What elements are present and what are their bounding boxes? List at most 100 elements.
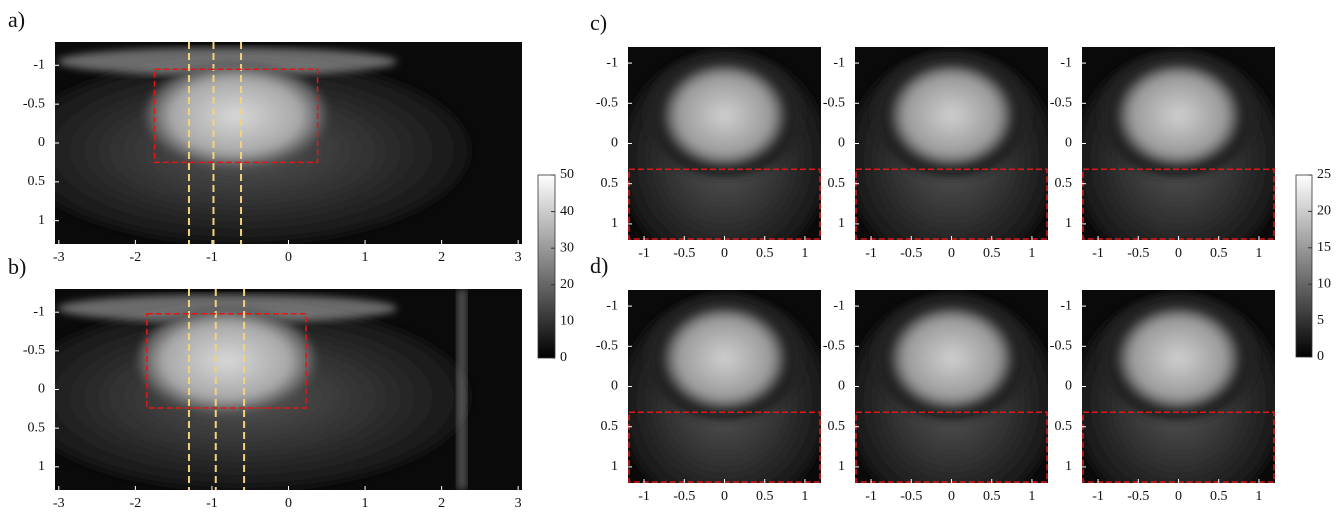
panel-label: d) bbox=[590, 253, 608, 278]
x-tick-label: 0 bbox=[1175, 489, 1182, 504]
x-tick-label: -0.5 bbox=[673, 246, 695, 261]
x-tick-label: 1 bbox=[801, 489, 808, 504]
y-tick-label: -0.5 bbox=[1050, 96, 1072, 111]
y-tick-label: 0 bbox=[611, 379, 618, 394]
mri-image bbox=[628, 290, 821, 483]
x-tick-label: 0.5 bbox=[1210, 489, 1228, 504]
skull-top bbox=[57, 47, 398, 76]
y-tick-label: 0.5 bbox=[1055, 419, 1073, 434]
x-tick-label: 0 bbox=[285, 496, 292, 511]
x-tick-label: 0 bbox=[721, 489, 728, 504]
x-tick-label: -1 bbox=[1092, 246, 1104, 261]
brain bbox=[144, 63, 328, 169]
x-tick-label: -1 bbox=[865, 246, 877, 261]
x-tick-label: 0.5 bbox=[756, 489, 774, 504]
colorbar-tick-label: 0 bbox=[1317, 349, 1324, 364]
x-tick-label: 0 bbox=[285, 250, 292, 265]
y-tick-label: -1 bbox=[1060, 298, 1072, 313]
x-tick-label: 0 bbox=[721, 246, 728, 261]
brain bbox=[662, 306, 787, 411]
mri-image bbox=[855, 290, 1048, 483]
colorbar-tick-label: 30 bbox=[560, 240, 574, 255]
y-tick-label: -0.5 bbox=[23, 343, 45, 358]
y-tick-label: -1 bbox=[33, 58, 45, 73]
x-tick-label: 1 bbox=[1255, 489, 1262, 504]
y-tick-label: 1 bbox=[1065, 459, 1072, 474]
x-tick-label: -1 bbox=[638, 489, 650, 504]
y-tick-label: 0 bbox=[38, 135, 45, 150]
x-tick-label: -3 bbox=[53, 250, 65, 265]
mri-image bbox=[55, 42, 522, 244]
brain bbox=[1116, 63, 1241, 168]
y-tick-label: -0.5 bbox=[823, 339, 845, 354]
y-tick-label: 1 bbox=[38, 213, 45, 228]
panel-label: b) bbox=[8, 254, 26, 279]
x-tick-label: 1 bbox=[1255, 246, 1262, 261]
y-tick-label: -1 bbox=[33, 304, 45, 319]
y-tick-label: 0.5 bbox=[1055, 176, 1073, 191]
colorbar-tick-label: 0 bbox=[560, 350, 567, 365]
x-tick-label: 1 bbox=[1028, 489, 1035, 504]
mri-image bbox=[1082, 290, 1275, 483]
y-tick-label: 0 bbox=[38, 382, 45, 397]
mri-image bbox=[855, 47, 1048, 240]
y-tick-label: 0 bbox=[1065, 379, 1072, 394]
artifact bbox=[456, 289, 467, 490]
y-tick-label: -0.5 bbox=[23, 96, 45, 111]
x-tick-label: -1 bbox=[638, 246, 650, 261]
roi bbox=[153, 68, 319, 164]
y-tick-label: 1 bbox=[611, 459, 618, 474]
x-tick-label: 0.5 bbox=[1210, 246, 1228, 261]
colorbar-tick-label: 20 bbox=[1317, 204, 1331, 219]
colorbar-tick-label: 5 bbox=[1317, 313, 1324, 328]
y-tick-label: 1 bbox=[838, 459, 845, 474]
y-tick-label: -1 bbox=[606, 298, 618, 313]
y-tick-label: 0 bbox=[611, 136, 618, 151]
x-tick-label: 0 bbox=[948, 246, 955, 261]
colorbar-tick-label: 20 bbox=[560, 277, 574, 292]
y-tick-label: 0 bbox=[838, 136, 845, 151]
x-tick-label: -0.5 bbox=[900, 246, 922, 261]
x-tick-label: -0.5 bbox=[673, 489, 695, 504]
x-tick-label: 0.5 bbox=[983, 489, 1001, 504]
y-tick-label: 0 bbox=[838, 379, 845, 394]
y-tick-label: 0.5 bbox=[28, 420, 46, 435]
colorbar-tick-label: 10 bbox=[1317, 276, 1331, 291]
x-tick-label: -2 bbox=[130, 496, 142, 511]
x-tick-label: -2 bbox=[130, 250, 142, 265]
colorbar-tick-label: 15 bbox=[1317, 240, 1331, 255]
x-tick-label: 1 bbox=[362, 496, 369, 511]
y-tick-label: 0.5 bbox=[601, 176, 619, 191]
brain bbox=[136, 307, 317, 415]
y-tick-label: -0.5 bbox=[596, 96, 618, 111]
colorbar bbox=[1295, 174, 1313, 358]
x-tick-label: 1 bbox=[362, 250, 369, 265]
panel-label: c) bbox=[590, 10, 607, 35]
x-tick-label: 0.5 bbox=[983, 246, 1001, 261]
colorbar-tick-label: 25 bbox=[1317, 167, 1331, 182]
x-tick-label: -1 bbox=[865, 489, 877, 504]
mri-image bbox=[628, 47, 821, 240]
x-tick-label: 3 bbox=[515, 250, 522, 265]
panel-label: a) bbox=[8, 7, 25, 32]
x-tick-label: 1 bbox=[801, 246, 808, 261]
x-tick-label: -0.5 bbox=[900, 489, 922, 504]
y-tick-label: 1 bbox=[611, 216, 618, 231]
y-tick-label: -1 bbox=[833, 298, 845, 313]
x-tick-label: 0.5 bbox=[756, 246, 774, 261]
y-tick-label: 1 bbox=[38, 459, 45, 474]
x-tick-label: 0 bbox=[948, 489, 955, 504]
x-tick-label: 0 bbox=[1175, 246, 1182, 261]
x-tick-label: -1 bbox=[206, 496, 218, 511]
roi bbox=[146, 312, 307, 409]
x-tick-label: -1 bbox=[1092, 489, 1104, 504]
y-tick-label: 0 bbox=[1065, 136, 1072, 151]
x-tick-label: 2 bbox=[438, 496, 445, 511]
y-tick-label: 0.5 bbox=[601, 419, 619, 434]
y-tick-label: 0.5 bbox=[28, 174, 46, 189]
brain bbox=[1116, 306, 1241, 411]
y-tick-label: -1 bbox=[1060, 55, 1072, 70]
colorbar-tick-label: 40 bbox=[560, 204, 574, 219]
y-tick-label: 1 bbox=[838, 216, 845, 231]
